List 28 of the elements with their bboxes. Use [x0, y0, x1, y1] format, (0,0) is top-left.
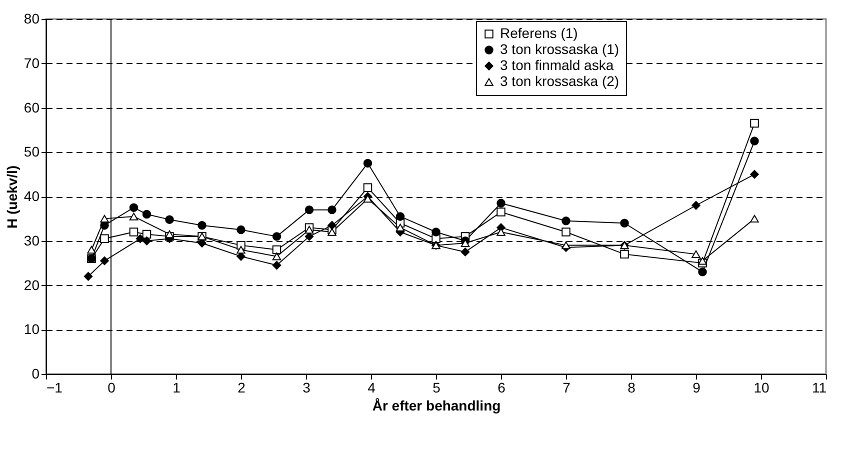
legend-label: Referens (1) — [500, 25, 578, 41]
x-tick-label: 3 — [302, 380, 311, 396]
y-tick-label: 50 — [24, 144, 40, 160]
y-tick-label: 10 — [24, 321, 40, 338]
x-tick-label: 9 — [692, 380, 701, 396]
x-tick-label: 1 — [172, 380, 181, 396]
y-tick-label: 0 — [32, 366, 40, 382]
legend-label: 3 ton finmald aska — [500, 57, 614, 73]
legend-label: 3 ton krossaska (2) — [500, 73, 620, 89]
x-tick-label: −1 — [46, 380, 63, 396]
x-tick-label: 11 — [812, 380, 827, 396]
y-tick-label: 80 — [24, 10, 40, 26]
y-tick-label: 60 — [24, 99, 40, 116]
y-tick-label: 40 — [24, 188, 40, 204]
y-tick-label: 20 — [24, 276, 40, 293]
x-tick-label: 2 — [238, 380, 246, 396]
x-tick-label: 4 — [368, 380, 376, 396]
x-tick-label: 6 — [498, 380, 506, 396]
y-axis-title: H (uekv/l) — [4, 165, 20, 229]
x-tick-label: 5 — [432, 380, 441, 396]
y-tick-label: 70 — [24, 54, 40, 71]
x-tick-label: 0 — [108, 380, 116, 396]
y-tick-label: 30 — [24, 232, 40, 248]
x-tick-label: 10 — [754, 380, 770, 396]
x-tick-label: 7 — [562, 380, 571, 396]
legend-label: 3 ton krossaska (1) — [500, 41, 620, 57]
x-tick-label: 8 — [628, 380, 636, 396]
x-axis-title: År efter behandling — [372, 398, 501, 414]
